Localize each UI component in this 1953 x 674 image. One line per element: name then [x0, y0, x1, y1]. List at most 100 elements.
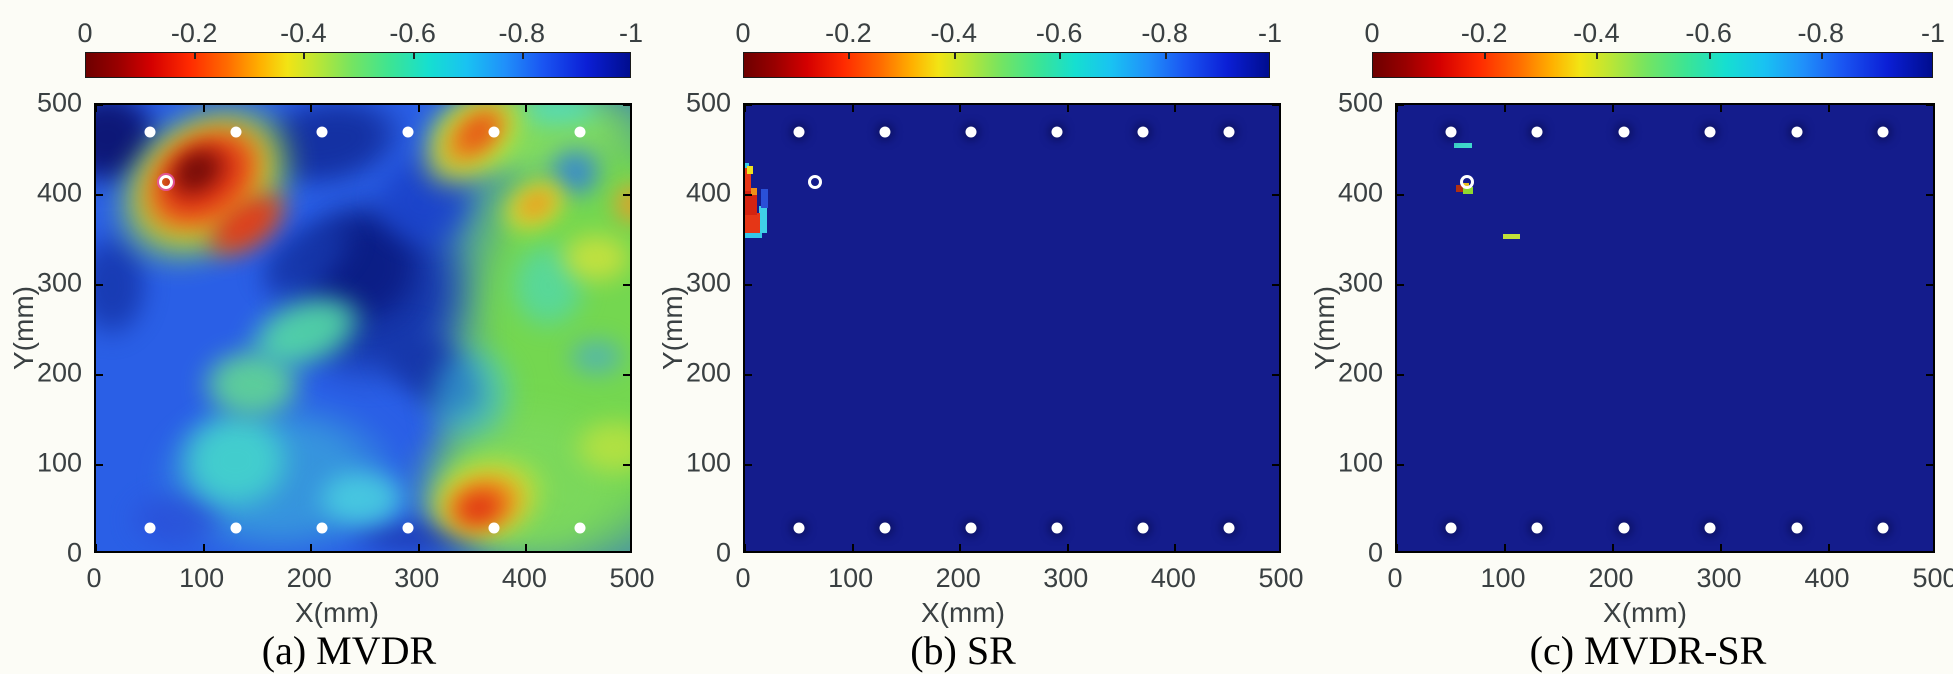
colorbar-tick-label: -0.2	[825, 18, 872, 48]
x-tick-label: 0	[86, 563, 102, 593]
heat-pixel	[745, 189, 757, 215]
sensor-dot	[574, 522, 586, 534]
sensor-dot	[1704, 522, 1716, 534]
x-tick-label: 200	[286, 563, 332, 593]
sensor-dot	[1223, 522, 1235, 534]
y-tick-mark	[96, 464, 103, 466]
y-tick-mark	[745, 284, 752, 286]
heatmap-plot	[743, 103, 1281, 553]
x-axis-label: X(mm)	[1603, 597, 1687, 628]
x-tick-mark	[851, 105, 854, 112]
colorbar-tick-label: -0.2	[1460, 18, 1508, 48]
heat-blob	[555, 229, 630, 287]
sensor-dot	[1877, 126, 1889, 138]
heat-pixel	[1455, 185, 1466, 193]
y-axis-label: Y(mm)	[657, 286, 688, 370]
sensor-dot	[1704, 126, 1716, 138]
colorbar	[85, 52, 631, 78]
sensor-dot	[316, 126, 328, 138]
y-tick-mark	[1272, 194, 1279, 196]
x-tick-mark	[1397, 544, 1398, 551]
heat-pixel	[745, 231, 763, 239]
x-tick-mark	[1174, 105, 1177, 112]
y-tick-mark	[1272, 105, 1279, 106]
heat-pixel	[747, 165, 753, 174]
heat-pixel	[1503, 234, 1520, 239]
sensor-dot	[574, 126, 586, 138]
x-tick-label: 400	[501, 563, 547, 593]
y-tick-label: 300	[1337, 267, 1383, 298]
y-tick-mark	[1926, 464, 1933, 466]
colorbar-tick-mark	[953, 53, 956, 59]
y-tick-label: 100	[36, 447, 82, 478]
x-tick-label: 0	[735, 563, 751, 593]
colorbar-tick-label: -0.8	[1141, 18, 1188, 48]
y-tick-mark	[745, 374, 752, 376]
sensor-dot	[402, 126, 414, 138]
x-tick-mark	[1612, 105, 1614, 112]
y-tick-mark	[1397, 194, 1404, 196]
colorbar-tick-mark	[1708, 53, 1711, 59]
panel-caption: (b) SR	[910, 628, 1016, 673]
colorbar-tick-label: -1	[1920, 18, 1946, 48]
target-marker	[1460, 174, 1475, 189]
y-tick-label: 100	[1337, 447, 1383, 478]
y-tick-label: 400	[685, 177, 731, 208]
y-tick-mark	[1397, 105, 1404, 106]
sensor-dot	[1791, 522, 1803, 534]
x-tick-mark	[1066, 105, 1069, 112]
sensor-dot	[230, 126, 242, 138]
sensor-dot	[1051, 126, 1063, 138]
x-tick-label: 500	[609, 563, 655, 593]
colorbar-tick-mark	[1164, 53, 1167, 59]
y-tick-mark	[623, 464, 630, 466]
x-tick-mark	[202, 544, 205, 551]
x-tick-mark	[310, 544, 313, 551]
sensor-dot	[879, 522, 891, 534]
y-tick-mark	[96, 194, 103, 196]
y-tick-mark	[1926, 284, 1933, 286]
x-tick-mark	[1174, 544, 1177, 551]
y-tick-mark	[1272, 284, 1279, 286]
colorbar-tick-mark	[1596, 53, 1599, 59]
colorbar-tick-label: -0.6	[1685, 18, 1732, 48]
colorbar-tick-label: -1	[1257, 18, 1283, 48]
sensor-dot	[144, 126, 156, 138]
colorbar	[1372, 52, 1933, 78]
x-tick-mark	[310, 105, 313, 112]
panel-caption: (a) MVDR	[261, 628, 437, 673]
x-tick-mark	[417, 544, 420, 551]
y-tick-mark	[1926, 105, 1933, 106]
colorbar-tick-mark	[1820, 53, 1823, 59]
y-tick-mark	[623, 105, 630, 106]
x-tick-mark	[1504, 544, 1506, 551]
y-tick-mark	[96, 105, 103, 106]
colorbar-tick-mark	[1484, 53, 1487, 59]
y-tick-label: 300	[36, 267, 82, 298]
sensor-dot	[488, 522, 500, 534]
y-tick-mark	[1926, 194, 1933, 196]
x-tick-label: 200	[935, 563, 981, 593]
y-tick-mark	[1272, 464, 1279, 466]
target-marker	[158, 174, 173, 189]
x-tick-label: 100	[1480, 563, 1526, 593]
y-tick-label: 500	[685, 87, 731, 118]
heat-pixel	[751, 187, 757, 195]
x-tick-mark	[96, 105, 97, 112]
y-tick-mark	[623, 194, 630, 196]
x-tick-label: 300	[1043, 563, 1089, 593]
y-tick-mark	[1926, 374, 1933, 376]
heat-pixel	[1454, 142, 1472, 149]
sensor-dot	[1618, 126, 1630, 138]
y-tick-label: 0	[715, 537, 731, 568]
x-axis-label: X(mm)	[295, 597, 379, 628]
x-tick-mark	[525, 105, 528, 112]
sensor-dot	[230, 522, 242, 534]
y-tick-label: 400	[36, 177, 82, 208]
colorbar-tick-mark	[1059, 53, 1062, 59]
colorbar-tick-label: -0.4	[930, 18, 978, 48]
heatmap-plot	[1395, 103, 1935, 553]
x-tick-mark	[1720, 544, 1722, 551]
x-tick-mark	[1720, 105, 1722, 112]
